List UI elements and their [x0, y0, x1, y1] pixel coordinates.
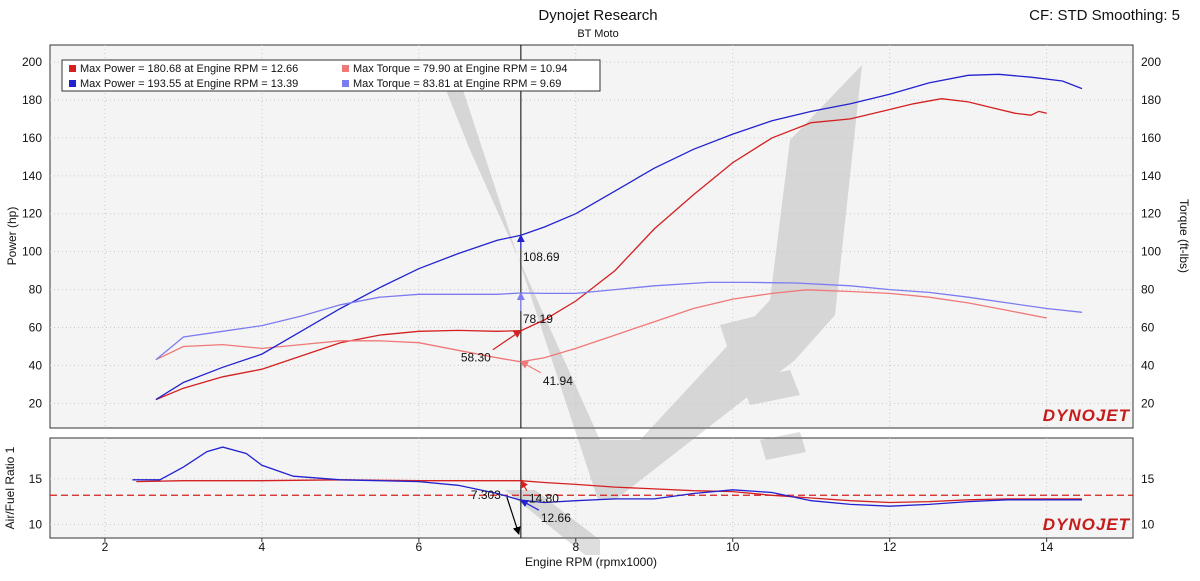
y-tick-label-torque: 20: [1141, 396, 1155, 410]
cursor-arrow-run2-afr: [519, 499, 540, 511]
x-tick-label: 12: [883, 540, 897, 554]
y-tick-label-power: 160: [22, 131, 42, 145]
legend-swatch-run2-torque: [342, 80, 349, 87]
chart-subtitle: BT Moto: [577, 28, 618, 40]
cursor-value-run1-torque: 41.94: [543, 374, 573, 388]
cursor-arrow-run1-torque: [519, 361, 542, 374]
cf-smoothing-label: CF: STD Smoothing: 5: [1029, 7, 1180, 24]
x-tick-label: 2: [102, 540, 109, 554]
y-axis-title-torque: Torque (ft-lbs): [1177, 199, 1191, 273]
cursor-value-run2-afr: 12.66: [541, 511, 571, 525]
legend-swatch-run1-power: [69, 65, 76, 72]
series-line-run2-power: [155, 73, 1083, 401]
legend: Max Power = 180.68 at Engine RPM = 12.66…: [61, 59, 601, 92]
legend-run1-torque: Max Torque = 79.90 at Engine RPM = 10.94: [353, 63, 567, 75]
cursor-arrow-run1-power: [492, 330, 522, 351]
y-tick-label-power: 20: [29, 396, 43, 410]
y-tick-label-torque: 140: [1141, 169, 1161, 183]
cursor-value-run1-power: 58.30: [461, 351, 491, 365]
y-tick-label-power: 60: [29, 321, 43, 335]
afr-tick-label-left: 10: [29, 517, 43, 531]
y-tick-label-torque: 180: [1141, 93, 1161, 107]
dynojet-logo-afr: DYNOJET: [1043, 515, 1131, 534]
series-line-run1-torque: [155, 289, 1047, 363]
y-tick-label-torque: 120: [1141, 207, 1161, 221]
x-axis-title: Engine RPM (rpmx1000): [525, 555, 657, 569]
air-fuel-panel: [49, 437, 1134, 539]
y-tick-label-torque: 40: [1141, 358, 1155, 372]
series-line-run2-torque: [155, 281, 1083, 361]
y-tick-label-power: 200: [22, 55, 42, 69]
cursor-value-run1-afr: 14.80: [529, 492, 559, 506]
x-tick-label: 8: [572, 540, 579, 554]
cursor-value-run2-power: 108.69: [523, 250, 560, 264]
chart-title: Dynojet Research: [538, 7, 657, 24]
y-tick-label-power: 80: [29, 283, 43, 297]
legend-run2-power: Max Power = 193.55 at Engine RPM = 13.39: [80, 78, 298, 90]
x-tick-label: 6: [416, 540, 423, 554]
legend-swatch-run2-power: [69, 80, 76, 87]
y-axis-title-power: Power (hp): [5, 207, 19, 266]
y-tick-label-torque: 80: [1141, 283, 1155, 297]
y-tick-label-power: 100: [22, 245, 42, 259]
cursor-arrow-run1-afr: [520, 479, 528, 492]
legend-swatch-run1-torque: [342, 65, 349, 72]
afr-tick-label-right: 15: [1141, 472, 1155, 486]
y-tick-label-power: 180: [22, 93, 42, 107]
cursor-value-run2-torque: 78.19: [523, 312, 553, 326]
y-tick-label-power: 40: [29, 358, 43, 372]
legend-run2-torque: Max Torque = 83.81 at Engine RPM = 9.69: [353, 78, 561, 90]
series-line-run2-afr: [132, 446, 1082, 507]
cursor-rpm-readout: 7.303: [471, 488, 501, 502]
legend-run1-power: Max Power = 180.68 at Engine RPM = 12.66: [80, 63, 298, 75]
dynojet-logo: DYNOJET: [1043, 406, 1131, 425]
y-tick-label-torque: 100: [1141, 245, 1161, 259]
y-tick-label-torque: 60: [1141, 321, 1155, 335]
afr-tick-label-left: 15: [29, 472, 43, 486]
y-axis-title-afr: Air/Fuel Ratio 1: [3, 446, 17, 529]
cursor-arrow-rpm: [506, 496, 521, 535]
series-line-run1-power: [155, 98, 1047, 401]
x-tick-label: 4: [259, 540, 266, 554]
y-tick-label-power: 120: [22, 207, 42, 221]
afr-tick-label-right: 10: [1141, 517, 1155, 531]
y-tick-label-power: 140: [22, 169, 42, 183]
y-tick-label-torque: 160: [1141, 131, 1161, 145]
x-tick-label: 14: [1040, 540, 1054, 554]
y-tick-label-torque: 200: [1141, 55, 1161, 69]
x-tick-label: 10: [726, 540, 740, 554]
